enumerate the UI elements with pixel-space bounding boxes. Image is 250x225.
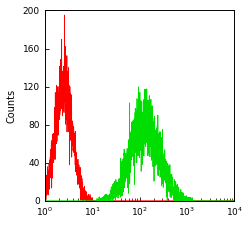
Y-axis label: Counts: Counts <box>7 89 17 123</box>
